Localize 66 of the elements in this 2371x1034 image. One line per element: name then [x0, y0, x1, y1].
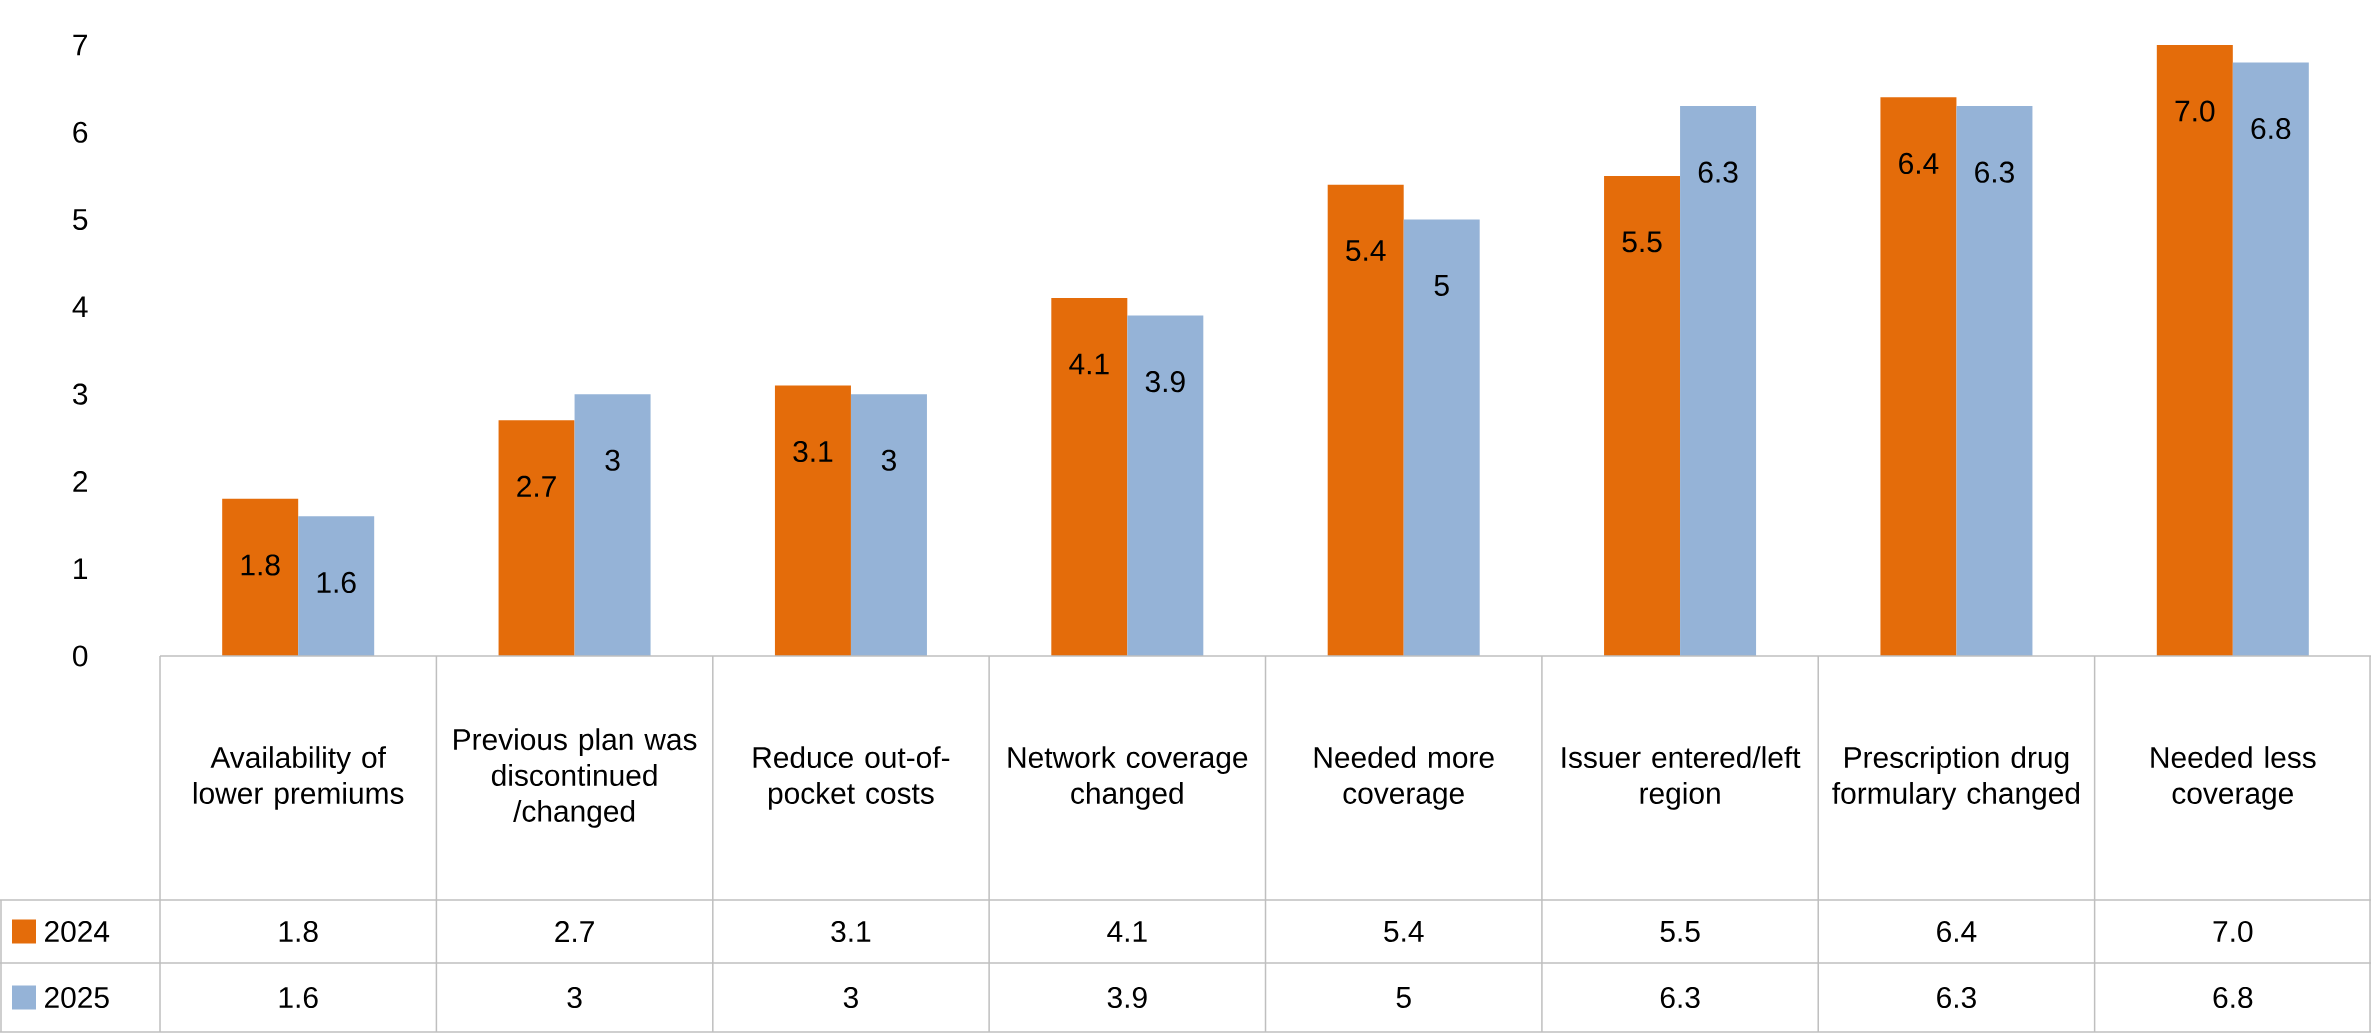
bar [298, 516, 375, 656]
bar [1327, 184, 1404, 656]
text: 6.3 [1698, 161, 1738, 183]
text: 1.6 [317, 571, 356, 594]
data-label: 7.0 [2213, 920, 2253, 943]
data-label: 6.3 [1660, 986, 1700, 1009]
text: 6.8 [2251, 117, 2291, 140]
x-tick-label: Reduce out-of-pocket costs [753, 746, 950, 810]
text: 3.9 [1145, 371, 1185, 393]
text: 7.0 [2175, 100, 2215, 122]
data-label: 5.5 [1660, 921, 1700, 942]
bar [1127, 315, 1204, 656]
text: 3.1 [793, 440, 833, 463]
bar [774, 385, 851, 656]
text: 4.1 [1069, 353, 1109, 375]
data-label: 2.7 [555, 921, 594, 942]
y-tick-label: 7 [73, 34, 87, 56]
bar [1956, 106, 2033, 656]
text: 6.3 [1975, 161, 2014, 183]
data-label: 3.1 [831, 920, 871, 943]
text: 3 [881, 449, 896, 471]
data-label: 4.1 [1107, 921, 1147, 942]
bar [1604, 175, 1681, 656]
text: 3 [605, 449, 620, 471]
x-tick-label: Availability of lower premiums [193, 746, 404, 810]
data-label: 1.6 [279, 986, 318, 1009]
text: 6.4 [1899, 152, 1939, 175]
bar [1680, 106, 1757, 656]
bar [850, 394, 927, 656]
text: 5 [1434, 275, 1449, 296]
bar [2156, 44, 2233, 656]
data-label: 6.4 [1937, 920, 1977, 943]
x-tick-label: Previous plan was discontinued /changed [454, 728, 697, 828]
legend-label: 2025 [45, 986, 109, 1009]
data-label: 6.3 [1937, 986, 1976, 1009]
data-label: 5 [1396, 987, 1411, 1008]
bar [1403, 219, 1480, 656]
x-tick-label: Needed more coverage [1314, 746, 1494, 810]
legend-label: 2024 [45, 920, 110, 943]
y-tick-label: 3 [73, 383, 88, 405]
x-tick-label: Issuer entered/left region [1562, 746, 1801, 810]
x-tick-label: Network coverage changed [1008, 746, 1248, 810]
bar [498, 420, 575, 656]
data-label: 3 [843, 986, 858, 1009]
text: 5.4 [1346, 240, 1386, 262]
x-tick-label: Prescription drug formulary changed [1832, 746, 2080, 810]
y-tick-label: 0 [73, 645, 88, 667]
y-tick-label: 2 [73, 470, 87, 492]
data-label: 6.8 [2213, 986, 2253, 1009]
text: 2.7 [517, 475, 556, 497]
text: 1.8 [241, 554, 280, 576]
data-label: 5.4 [1384, 921, 1424, 942]
bar [574, 394, 651, 656]
data-label: 3 [567, 986, 582, 1009]
y-tick-label: 6 [73, 121, 88, 143]
y-tick-label: 1 [74, 558, 88, 579]
y-tick-label: 4 [72, 296, 88, 318]
data-label: 1.8 [279, 920, 318, 943]
bar [2232, 62, 2309, 656]
bar [1051, 298, 1128, 656]
y-tick-label: 5 [73, 209, 88, 230]
bar [1880, 97, 1957, 656]
data-label: 3.9 [1107, 986, 1147, 1009]
x-tick-label: Needed less coverage [2151, 746, 2316, 810]
bar [222, 498, 299, 656]
text: 5.5 [1622, 231, 1662, 253]
